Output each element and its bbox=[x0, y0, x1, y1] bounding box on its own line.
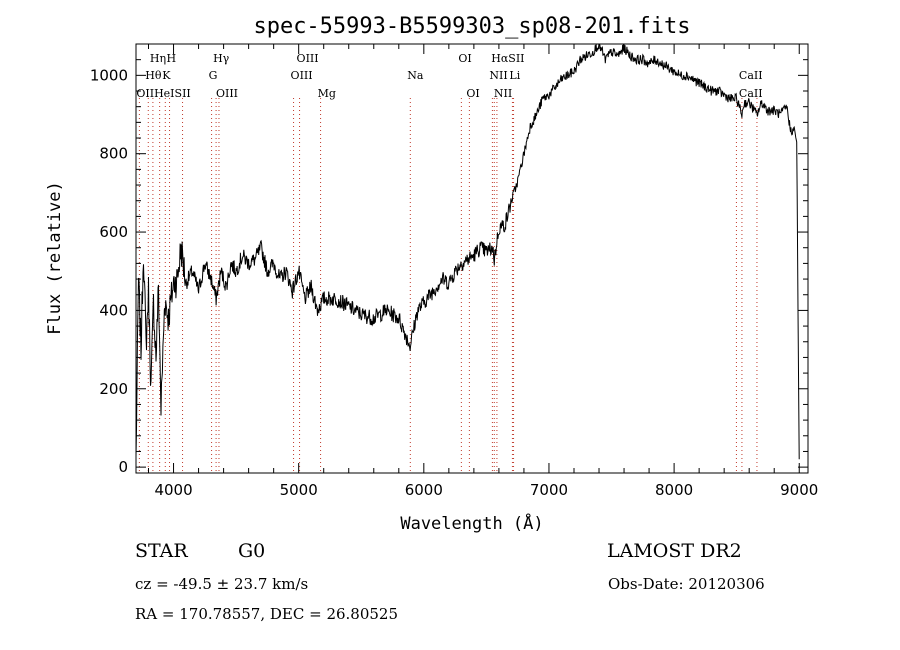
survey-label: LAMOST DR2 bbox=[607, 540, 742, 562]
coordinates-label: RA = 170.78557, DEC = 26.80525 bbox=[135, 605, 399, 623]
line-annotation: NII bbox=[489, 69, 507, 82]
line-annotation: NII bbox=[494, 87, 512, 100]
y-tick-label: 800 bbox=[99, 145, 128, 163]
line-annotation: K bbox=[162, 69, 171, 82]
line-annotation: OI bbox=[458, 52, 471, 65]
x-tick-label: 8000 bbox=[655, 481, 693, 499]
obs-date-label: Obs-Date: 20120306 bbox=[608, 575, 765, 593]
line-annotation: HαSII bbox=[491, 52, 524, 65]
y-tick-label: 400 bbox=[99, 301, 128, 319]
line-annotation: Hθ bbox=[145, 69, 162, 82]
x-tick-label: 9000 bbox=[780, 481, 818, 499]
y-tick-label: 1000 bbox=[90, 66, 128, 84]
emission-line-markers bbox=[138, 98, 758, 473]
chart-title: spec-55993-B5599303_sp08-201.fits bbox=[253, 14, 690, 39]
line-annotation: OIII bbox=[297, 52, 319, 65]
line-annotation: Hη bbox=[150, 52, 166, 65]
line-annotation: OIIHeISII bbox=[136, 87, 190, 100]
line-annotation: H bbox=[167, 52, 177, 65]
x-tick-label: 4000 bbox=[154, 481, 192, 499]
y-tick-label: 600 bbox=[99, 223, 128, 241]
x-tick-label: 7000 bbox=[530, 481, 568, 499]
plot-axes: 4000 5000 6000 7000 8000 9000 0 200 400 600 800 100… bbox=[90, 43, 818, 499]
object-class-label: STAR bbox=[135, 540, 188, 562]
line-annotation: OIII bbox=[291, 69, 313, 82]
spectral-subclass-label: G0 bbox=[238, 540, 266, 562]
line-annotation: Li bbox=[509, 69, 520, 82]
spectrum-series-line bbox=[135, 43, 800, 460]
line-annotation: CaII bbox=[739, 87, 763, 100]
line-annotation: Mg bbox=[318, 87, 336, 100]
line-annotation: OI bbox=[466, 87, 479, 100]
line-annotation: Na bbox=[407, 69, 424, 82]
line-annotation: Hγ bbox=[213, 52, 230, 65]
line-annotation: G bbox=[209, 69, 218, 82]
redshift-label: cz = -49.5 ± 23.7 km/s bbox=[135, 575, 309, 593]
y-tick-label: 0 bbox=[118, 458, 128, 476]
y-axis-label: Flux (relative) bbox=[45, 181, 65, 335]
x-tick-label: 6000 bbox=[405, 481, 443, 499]
x-axis-label: Wavelength (Å) bbox=[400, 512, 543, 534]
y-tick-label: 200 bbox=[99, 380, 128, 398]
x-tick-label: 5000 bbox=[280, 481, 318, 499]
line-annotation: OIII bbox=[216, 87, 238, 100]
plot-frame bbox=[135, 43, 809, 474]
line-annotation: CaII bbox=[739, 69, 763, 82]
